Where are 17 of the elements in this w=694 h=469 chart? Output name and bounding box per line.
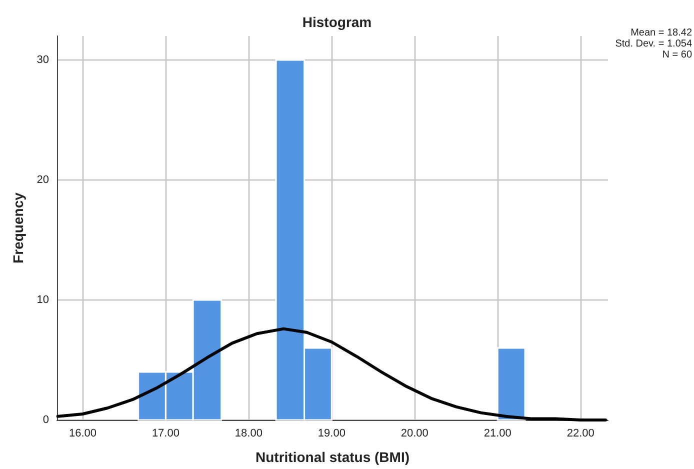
x-tick-label: 20.00 bbox=[400, 428, 428, 440]
x-tick-label: 19.00 bbox=[318, 428, 346, 440]
x-axis-title: Nutritional status (BMI) bbox=[256, 449, 410, 465]
text: N = 60 bbox=[662, 50, 692, 60]
y-tick-label: 10 bbox=[36, 294, 49, 306]
y-axis-title: Frequency bbox=[10, 192, 26, 264]
x-tick-label: 17.00 bbox=[152, 428, 180, 440]
chart-title: Histogram bbox=[302, 14, 372, 30]
x-tick-label: 18.00 bbox=[234, 428, 262, 440]
y-tick-label: 0 bbox=[42, 414, 49, 426]
x-tick-label: 16.00 bbox=[68, 428, 96, 440]
y-tick-label: 20 bbox=[36, 174, 49, 186]
y-tick-label: 30 bbox=[36, 54, 49, 66]
x-tick-label: 22.00 bbox=[566, 428, 594, 440]
text: Mean = 18.42 bbox=[630, 28, 692, 38]
text: Std. Dev. = 1.054 bbox=[615, 38, 692, 50]
x-tick-label: 21.00 bbox=[484, 428, 512, 440]
